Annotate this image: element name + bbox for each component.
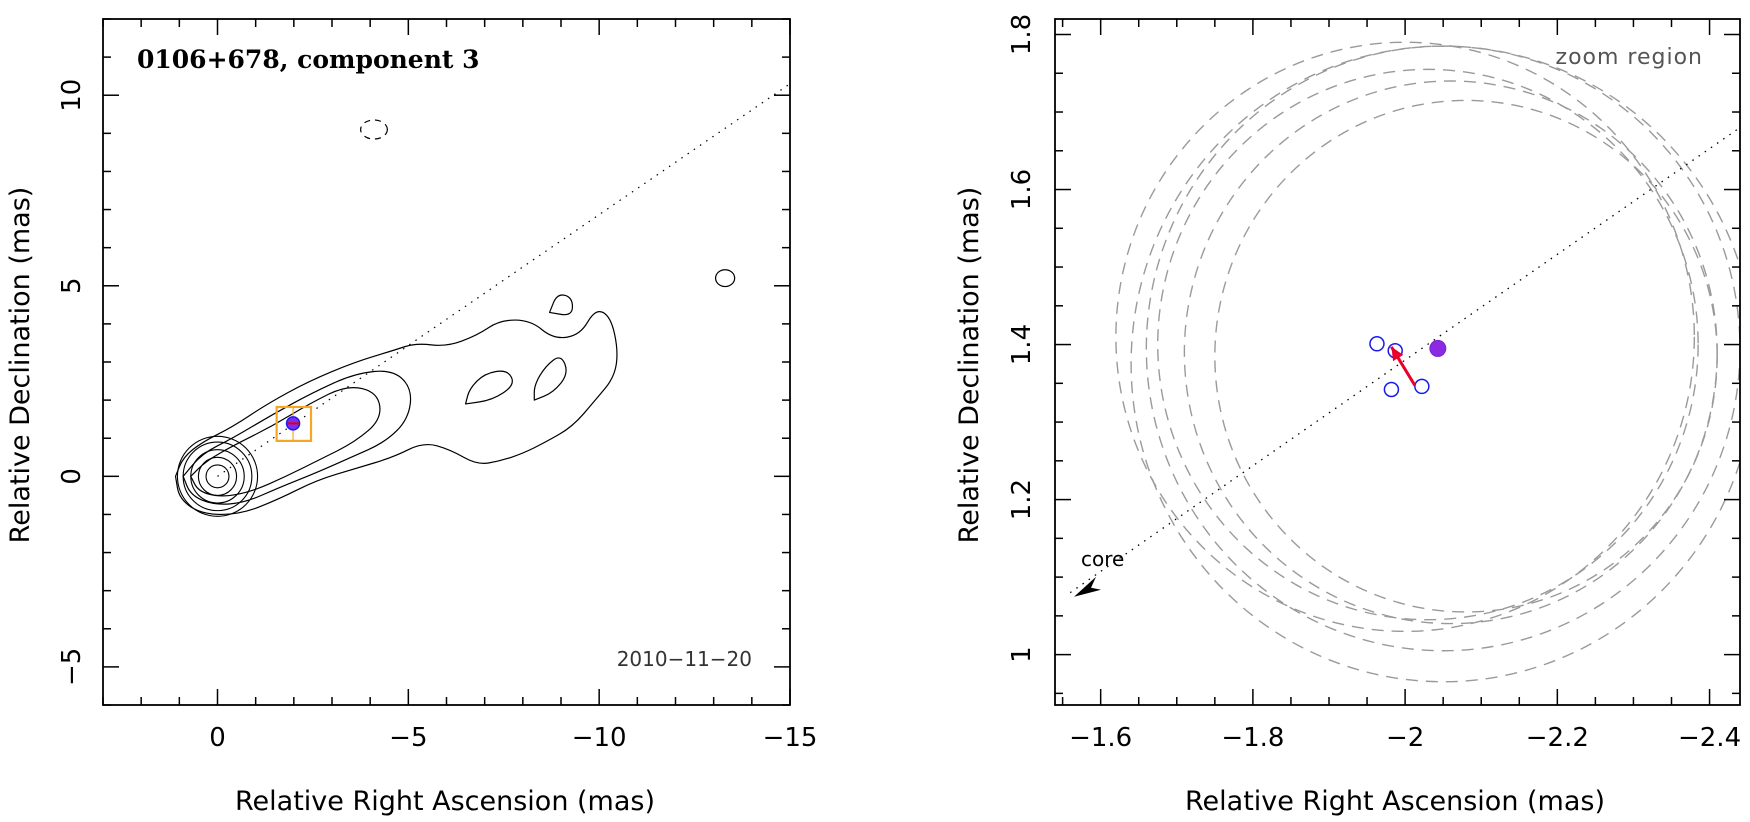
jet-axis-line xyxy=(217,83,791,477)
y-axis-label: Relative Declination (mas) xyxy=(954,187,985,544)
right-axis-layer: −1.6 −1.8 −2 −2.2 −2.4 1 1.2 1.4 1.6 1.8 xyxy=(1007,14,1741,753)
epoch-position xyxy=(1383,381,1400,398)
x-tick-label: −15 xyxy=(763,723,818,753)
left-axis-layer: 0 −5 −10 −15 −5 0 5 10 xyxy=(57,18,818,753)
zoom-data-layer xyxy=(1069,41,1740,683)
core-arrow xyxy=(1074,576,1102,597)
negative-contour xyxy=(360,119,388,140)
uncertainty-circle xyxy=(1214,99,1718,613)
x-axis-label: Relative Right Ascension (mas) xyxy=(235,786,655,817)
x-tick-label: 0 xyxy=(209,723,226,753)
x-tick-label: −5 xyxy=(389,723,427,753)
epoch-position xyxy=(1414,378,1430,395)
core-label: core xyxy=(1081,547,1124,571)
jet-contour xyxy=(182,370,412,505)
contour-map-panel: 0 −5 −10 −15 −5 0 5 10 0106+678, component 3 20… xyxy=(5,18,818,817)
x-tick-label: −2 xyxy=(1386,723,1424,753)
jet-contour xyxy=(174,311,618,516)
x-axis-label: Relative Right Ascension (mas) xyxy=(1185,786,1605,817)
plot-frame xyxy=(1054,18,1741,706)
isolated-contour xyxy=(714,269,736,288)
jet-contour xyxy=(464,370,513,405)
core-contour xyxy=(205,464,230,489)
clipped-layer xyxy=(1069,41,1740,683)
x-tick-label: −1.8 xyxy=(1221,723,1284,753)
epoch-position xyxy=(1369,336,1385,352)
x-tick-label: −2.4 xyxy=(1678,723,1741,753)
x-tick-label: −1.6 xyxy=(1069,723,1132,753)
jet-axis-line xyxy=(1069,126,1740,594)
x-tick-label: −10 xyxy=(572,723,627,753)
y-tick-label: 1.8 xyxy=(1007,14,1037,55)
uncertainty-circle xyxy=(1157,68,1699,621)
y-tick-label: 10 xyxy=(57,79,87,112)
uncertainty-circle xyxy=(1183,80,1718,625)
current-position xyxy=(1429,339,1447,357)
motion-arrowhead xyxy=(1391,346,1404,362)
panel-title: 0106+678, component 3 xyxy=(137,45,480,74)
contour-layer xyxy=(174,83,791,517)
core-contour xyxy=(182,441,253,512)
zoom-region-box xyxy=(275,405,313,442)
plot-frame xyxy=(102,18,791,706)
observation-date: 2010−11−20 xyxy=(617,647,752,671)
y-axis-label: Relative Declination (mas) xyxy=(5,187,36,544)
zoom-panel: −1.6 −1.8 −2 −2.2 −2.4 1 1.2 1.4 1.6 1.8 zoom reg… xyxy=(954,14,1741,817)
y-tick-label: 1.4 xyxy=(1007,324,1037,365)
y-tick-label: 1.2 xyxy=(1007,479,1037,520)
y-tick-label: 1 xyxy=(1007,646,1037,663)
jet-contour xyxy=(548,294,574,316)
core-contour xyxy=(176,435,259,517)
y-tick-label: 0 xyxy=(57,468,87,485)
jet-contour xyxy=(533,357,567,401)
x-tick-label: −2.2 xyxy=(1526,723,1589,753)
zoom-region-label: zoom region xyxy=(1556,45,1703,70)
uncertainty-circle xyxy=(1130,45,1740,683)
uncertainty-circle xyxy=(1115,41,1696,633)
jet-contour xyxy=(190,387,381,497)
y-tick-label: 1.6 xyxy=(1007,169,1037,210)
y-tick-label: −5 xyxy=(57,648,87,686)
y-tick-label: 5 xyxy=(57,278,87,295)
